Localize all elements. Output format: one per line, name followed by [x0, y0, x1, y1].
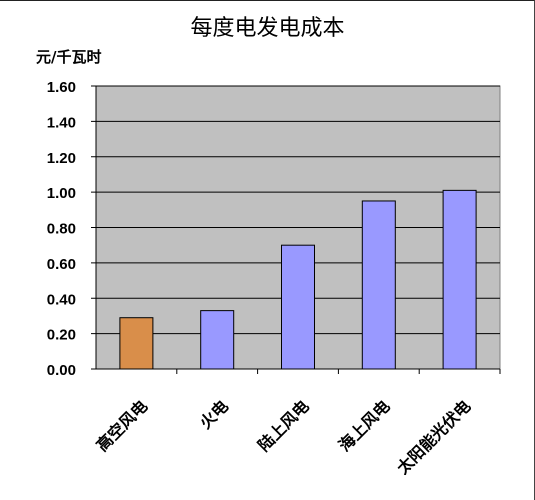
y-tick-label: 1.40	[47, 114, 76, 131]
bar-4	[361, 200, 396, 370]
bar-5	[442, 189, 477, 370]
x-category-label: 太阳能光伏电	[392, 396, 474, 478]
y-tick-label: 0.40	[47, 291, 76, 308]
bar-2	[200, 310, 235, 370]
y-tick-label: 0.20	[47, 327, 76, 344]
y-axis-unit-label: 元/千瓦时	[36, 48, 102, 66]
y-tick-label: 0.80	[47, 221, 76, 238]
y-tick-label: 1.60	[47, 79, 76, 96]
y-tick-label: 1.20	[47, 150, 76, 167]
x-category-label: 高空风电	[93, 396, 152, 455]
y-tick-label: 0.60	[47, 256, 76, 273]
x-category-label: 陆上风电	[254, 396, 313, 455]
bar-3	[281, 244, 315, 370]
y-tick-label: 1.00	[47, 185, 76, 202]
chart-title: 每度电发电成本	[190, 16, 345, 41]
bar-1	[119, 317, 154, 370]
y-tick-label: 0.00	[47, 362, 76, 379]
x-category-label: 火电	[196, 396, 232, 432]
x-category-label: 海上风电	[335, 396, 394, 455]
